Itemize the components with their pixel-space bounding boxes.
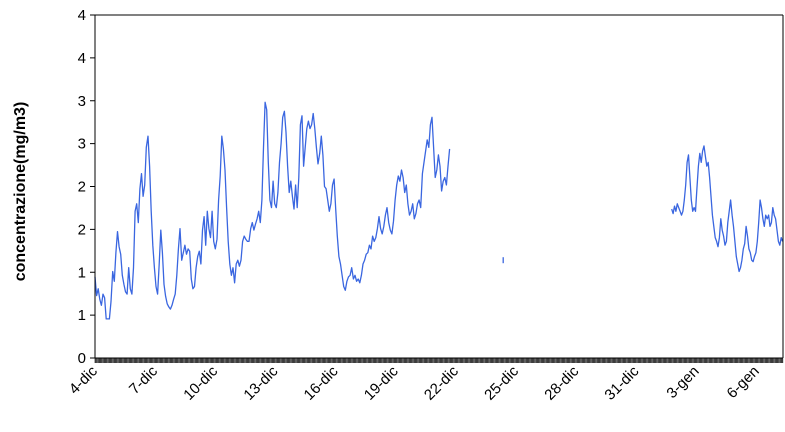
y-axis-ticks: 0 1 1 2 2 3 3 4 4 — [78, 7, 95, 367]
x-axis-labels: 4-dic 7-dic 10-dic 13-dic 16-dic 19-dic 22-dic… — [66, 362, 763, 403]
x-tick-label: 31-dic — [601, 362, 642, 403]
x-tick-label: 22-dic — [421, 362, 462, 403]
y-tick-label: 0 — [78, 350, 86, 367]
x-tick-label: 3-gen — [663, 363, 702, 402]
x-tick-label: 7-dic — [126, 362, 161, 397]
y-tick-label: 3 — [78, 93, 86, 110]
x-tick-label: 16-dic — [301, 362, 342, 403]
x-tick-label: 10-dic — [180, 362, 221, 403]
x-tick-label: 13-dic — [240, 362, 281, 403]
y-tick-label: 1 — [78, 307, 86, 324]
x-axis-ticks — [94, 358, 784, 363]
x-tick-label: 25-dic — [481, 362, 522, 403]
x-tick-label: 28-dic — [541, 362, 582, 403]
axes — [94, 14, 784, 359]
y-tick-label: 2 — [78, 179, 86, 196]
y-tick-label: 4 — [78, 50, 86, 67]
series-line-segment — [94, 101, 451, 320]
x-tick-label: 6-gen — [724, 363, 763, 402]
y-tick-label: 3 — [78, 136, 86, 153]
series-line-segment — [671, 145, 784, 273]
y-tick-label: 4 — [78, 7, 86, 24]
x-tick-label: 19-dic — [361, 362, 402, 403]
y-tick-label: 1 — [78, 264, 86, 281]
y-axis-title: concentrazione(mg/m3) — [12, 102, 29, 282]
series-lines — [94, 101, 784, 320]
y-tick-label: 2 — [78, 221, 86, 238]
x-tick-label: 4-dic — [66, 362, 101, 397]
y-axis-title-group: concentrazione(mg/m3) — [12, 102, 29, 282]
